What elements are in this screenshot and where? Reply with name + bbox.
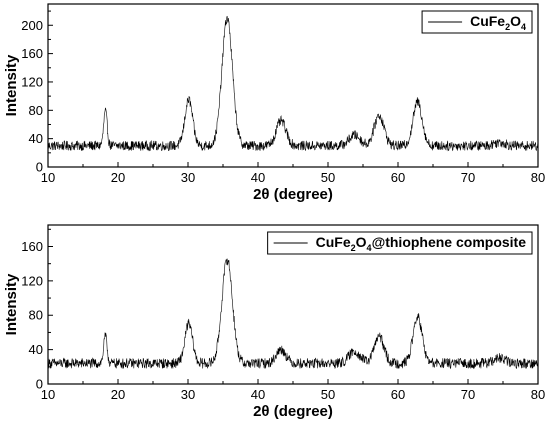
y-tick-label: 80	[29, 103, 43, 118]
x-tick-label: 80	[531, 170, 545, 185]
legend-box	[421, 10, 533, 34]
legend-label: CuFe2O4	[470, 13, 526, 32]
x-tick-label: 80	[531, 387, 545, 402]
x-tick-label: 60	[391, 170, 405, 185]
x-tick-label: 30	[181, 387, 195, 402]
x-tick-label: 10	[41, 170, 55, 185]
xrd-series-line	[47, 258, 539, 370]
y-tick-label: 40	[29, 131, 43, 146]
legend: CuFe2O4	[421, 10, 533, 34]
x-tick-label: 60	[391, 387, 405, 402]
y-tick-label: 120	[21, 74, 43, 89]
y-tick-label: 0	[36, 160, 43, 175]
x-tick-label: 50	[321, 170, 335, 185]
xrd-series-line	[47, 15, 539, 152]
x-tick-label: 20	[111, 170, 125, 185]
x-tick-label: 40	[251, 170, 265, 185]
y-tick-label: 200	[21, 18, 43, 33]
y-tick-label: 160	[21, 46, 43, 61]
x-axis-title: 2θ (degree)	[253, 403, 333, 420]
chart-panel-2: 10 20 30 40 50 60 70 80 0 40 80 120 160 2θ (degree) In…	[3, 224, 545, 420]
legend-box	[267, 231, 533, 255]
y-tick-label: 0	[36, 377, 43, 392]
y-tick-label: 80	[29, 308, 43, 323]
chart-panel-1: 10 20 30 40 50 60 70 80 0 40 80 120 160 200 2θ (degree…	[3, 3, 545, 203]
x-tick-label: 10	[41, 387, 55, 402]
x-tick-label: 40	[251, 387, 265, 402]
y-axis-title: Intensity	[3, 273, 20, 335]
x-tick-label: 50	[321, 387, 335, 402]
y-tick-label: 160	[21, 239, 43, 254]
x-axis-title: 2θ (degree)	[253, 186, 333, 203]
x-tick-label: 70	[461, 170, 475, 185]
y-tick-label: 120	[21, 273, 43, 288]
y-axis-title: Intensity	[3, 54, 20, 116]
legend-label: CuFe2O4@thiophene composite	[316, 234, 527, 253]
x-tick-label: 70	[461, 387, 475, 402]
x-tick-label: 20	[111, 387, 125, 402]
y-tick-label: 40	[29, 342, 43, 357]
x-tick-label: 30	[181, 170, 195, 185]
legend: CuFe2O4@thiophene composite	[267, 231, 533, 255]
